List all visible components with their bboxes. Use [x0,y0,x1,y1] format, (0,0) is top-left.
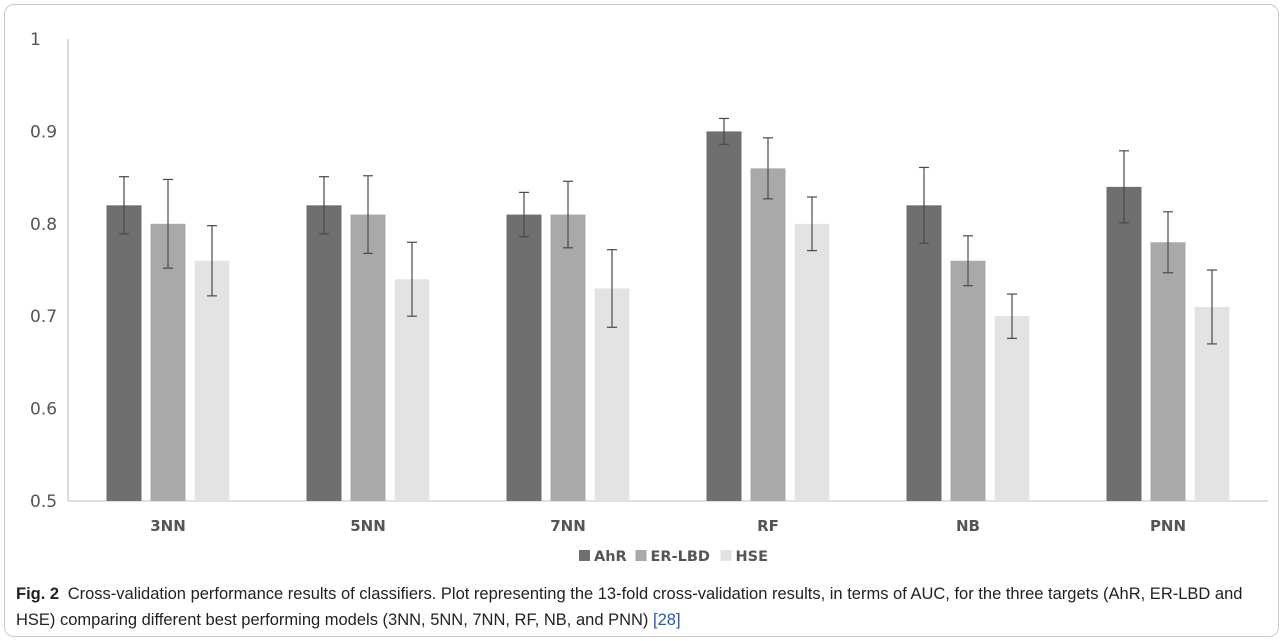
x-tick-label: 5NN [350,517,386,535]
caption-label: Fig. 2 [16,585,60,603]
bar-ahr-rf [706,131,742,501]
y-tick-label: 0.5 [30,492,57,512]
x-tick-label: PNN [1150,517,1186,535]
bar-ahr-5nn [306,205,342,501]
bar-hse-3nn [194,260,230,501]
bar-er-lbd-7nn [550,214,586,501]
figure-caption: Fig. 2 Cross-validation performance resu… [16,581,1276,633]
bar-er-lbd-5nn [350,214,386,501]
y-tick-label: 0.6 [30,400,57,420]
bar-hse-nb [994,316,1030,501]
bar-hse-rf [794,223,830,502]
x-tick-label: 7NN [550,517,586,535]
bar-ahr-3nn [106,205,142,501]
x-tick-label: 3NN [150,517,186,535]
y-tick-label: 1 [30,30,41,50]
caption-reference-link[interactable]: [28] [653,611,681,629]
y-tick-label: 0.7 [30,307,57,327]
legend-swatch-er-lbd [635,550,647,561]
bar-ahr-7nn [506,214,542,501]
bar-ahr-pnn [1106,186,1142,501]
caption-text: Cross-validation performance results of … [16,585,1243,629]
y-tick-label: 0.8 [30,215,57,235]
bar-chart: 0.5 0.6 0.7 0.8 0.9 1 3NN 5NN 7NN RF NB PNN AhR ER-LB… [30,30,1268,565]
bar-er-lbd-pnn [1150,242,1186,501]
bar-er-lbd-nb [950,260,986,501]
y-tick-label: 0.9 [30,122,57,142]
legend-label-er-lbd: ER-LBD [651,549,710,565]
bar-ahr-nb [906,205,942,501]
legend-label-ahr: AhR [594,549,627,565]
bar-er-lbd-rf [750,168,786,502]
legend-swatch-ahr [579,550,590,561]
x-tick-label: NB [956,517,980,535]
legend-swatch-hse [720,550,732,561]
legend-label-hse: HSE [736,549,768,565]
bar-er-lbd-3nn [150,223,186,502]
x-tick-label: RF [757,517,779,535]
